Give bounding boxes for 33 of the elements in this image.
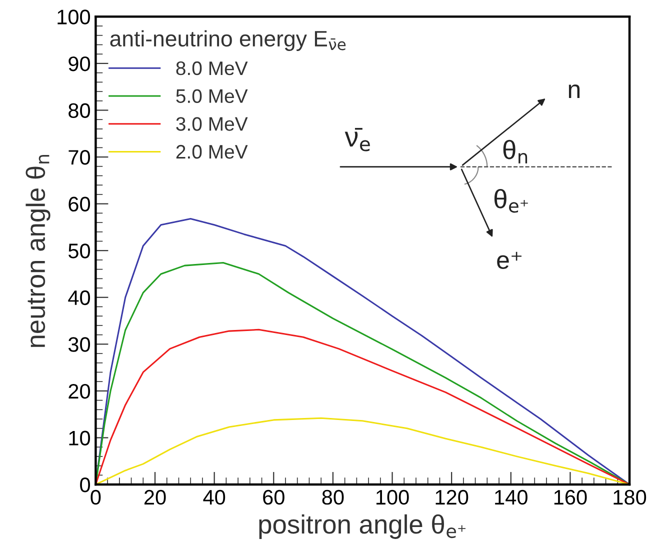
- x-tick-label: 100: [376, 490, 409, 505]
- annotation: θ$_{e⁺}$: [494, 189, 528, 213]
- y-tick-label: 90: [68, 56, 90, 72]
- annotation: e⁺: [497, 252, 522, 269]
- x-tick-label: 40: [203, 490, 226, 505]
- legend-label: 8.0 MeV: [176, 61, 248, 76]
- legend-label: 2.0 MeV: [176, 144, 248, 159]
- x-tick-label: 160: [554, 490, 587, 505]
- y-tick-label: 20: [68, 384, 90, 399]
- x-tick-label: 80: [322, 490, 344, 505]
- y-tick-label: 100: [58, 10, 90, 24]
- annotation: n: [568, 84, 580, 98]
- y-tick-label: 60: [68, 196, 90, 212]
- y-tick-label: 30: [68, 337, 90, 352]
- annotation: θ$_{n}$: [503, 140, 528, 164]
- legend-title: anti-neutrino energy E$_{ν̄e}$: [110, 30, 346, 51]
- x-axis-title: positron angle θ$_{e⁺}$: [259, 514, 466, 539]
- x-tick-label: 20: [144, 490, 166, 505]
- legend-label: 5.0 MeV: [176, 89, 248, 104]
- x-tick-label: 60: [263, 490, 284, 505]
- y-tick-label: 80: [68, 103, 90, 118]
- y-tick-label: 40: [68, 290, 90, 306]
- x-tick-label: 180: [614, 490, 646, 505]
- y-tick-label: 50: [68, 244, 90, 258]
- x-tick-label: 140: [495, 490, 528, 505]
- y-tick-label: 70: [68, 150, 90, 165]
- x-tick-label: 0: [90, 490, 101, 505]
- y-tick-label: 10: [69, 430, 90, 446]
- legend-label: 3.0 MeV: [176, 117, 248, 131]
- x-tick-label: 120: [436, 490, 468, 505]
- annotation: ν̄$_{e}$: [344, 128, 370, 152]
- y-tick-label: 0: [80, 478, 90, 492]
- y-axis-title: neutron angle θ$_{n}$: [26, 154, 50, 347]
